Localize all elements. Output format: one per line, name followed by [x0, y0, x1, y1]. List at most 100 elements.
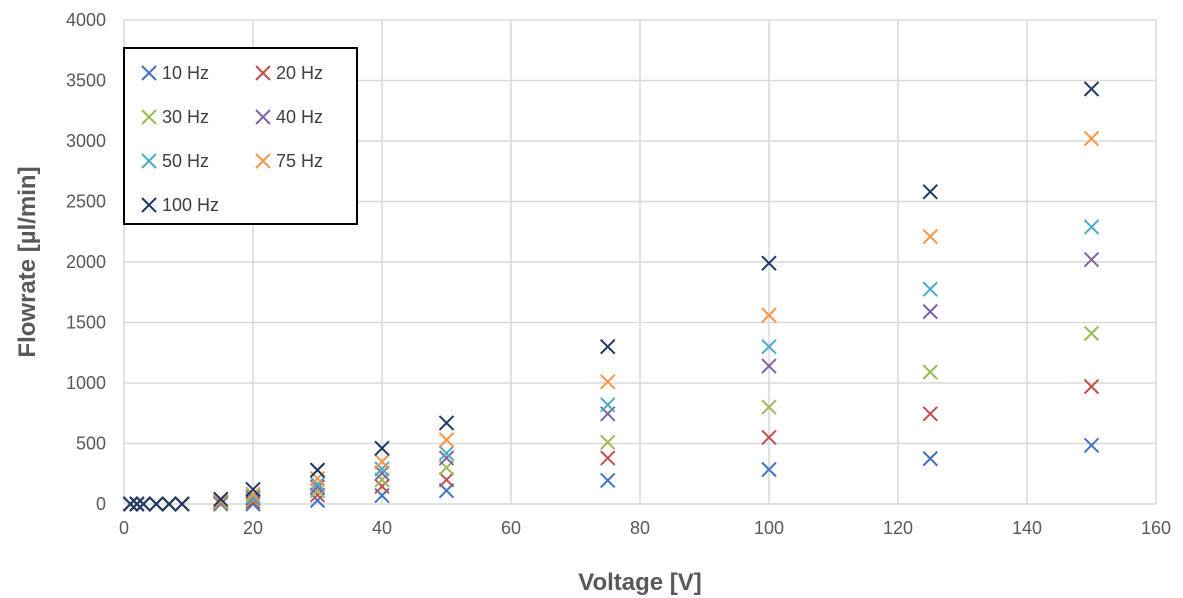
- x-tick-label: 60: [501, 518, 521, 538]
- data-point: [374, 461, 390, 477]
- x-tick-label: 120: [883, 518, 913, 538]
- y-tick-label: 1000: [66, 373, 106, 393]
- data-point: [309, 476, 326, 492]
- data-point: [1083, 219, 1100, 235]
- data-point: [438, 415, 455, 431]
- data-point: [213, 491, 229, 507]
- legend-label: 10 Hz: [162, 63, 209, 83]
- data-point: [374, 453, 390, 470]
- legend-label: 20 Hz: [276, 63, 323, 83]
- data-point: [309, 482, 326, 499]
- legend-label: 40 Hz: [276, 107, 323, 127]
- legend-item: 10 Hz: [141, 63, 209, 83]
- legend-marker: [255, 109, 271, 125]
- y-tick-label: 3500: [66, 71, 106, 91]
- data-point: [161, 496, 177, 512]
- data-point: [922, 364, 938, 380]
- series-100-hz: [122, 81, 1100, 512]
- data-points: [122, 81, 1100, 512]
- y-tick-label: 1500: [66, 313, 106, 333]
- legend-marker: [141, 109, 157, 125]
- data-point: [761, 429, 777, 446]
- data-point: [922, 450, 938, 467]
- data-point: [438, 432, 455, 448]
- data-point: [922, 228, 938, 245]
- data-point: [309, 462, 326, 478]
- data-point: [1083, 437, 1100, 454]
- data-point: [761, 358, 777, 374]
- legend-item: 50 Hz: [141, 151, 209, 171]
- legend-marker: [141, 65, 157, 81]
- data-point: [922, 184, 938, 200]
- data-point: [1083, 251, 1100, 268]
- legend-box: [123, 47, 358, 225]
- y-tick-label: 0: [96, 494, 106, 514]
- data-point: [245, 493, 261, 510]
- gridlines: [123, 19, 1157, 505]
- legend-label: 50 Hz: [162, 151, 209, 171]
- data-point: [122, 496, 139, 512]
- x-axis-title: Voltage [V]: [578, 569, 702, 596]
- data-point: [1083, 81, 1100, 97]
- legend-item: 75 Hz: [255, 151, 323, 171]
- data-point: [245, 489, 261, 505]
- x-tick-label: 100: [754, 518, 784, 538]
- y-tick-label: 4000: [66, 10, 106, 30]
- data-point: [922, 281, 938, 297]
- data-point: [600, 450, 616, 466]
- x-tick-labels: 0 20 40 60 80 100 120 140 160: [119, 518, 1171, 538]
- data-point: [761, 338, 777, 355]
- x-tick-label: 80: [630, 518, 650, 538]
- data-point: [245, 486, 261, 503]
- legend-marker: [141, 197, 157, 213]
- data-point: [129, 496, 145, 512]
- y-tick-label: 500: [76, 434, 106, 454]
- data-point: [245, 481, 261, 498]
- data-point: [438, 482, 455, 499]
- y-tick-label: 3000: [66, 131, 106, 151]
- series-40-hz: [122, 251, 1100, 512]
- data-point: [374, 465, 390, 481]
- legend-item: 30 Hz: [141, 107, 209, 127]
- legend-label: 75 Hz: [276, 151, 323, 171]
- data-point: [1083, 130, 1100, 147]
- data-point: [135, 496, 152, 512]
- data-point: [438, 472, 455, 488]
- data-point: [1083, 325, 1100, 342]
- legend-label: 100 Hz: [162, 195, 219, 215]
- x-tick-label: 0: [119, 518, 129, 538]
- legend-item: 40 Hz: [255, 107, 323, 127]
- data-point: [761, 307, 777, 323]
- data-point: [600, 397, 616, 413]
- data-point: [761, 255, 777, 271]
- data-point: [922, 406, 938, 422]
- data-point: [148, 496, 164, 512]
- series-10-hz: [122, 437, 1100, 512]
- y-tick-labels: 0 500 1000 1500 2000 2500 3000 3500 4000: [66, 10, 106, 514]
- legend-label: 30 Hz: [162, 107, 209, 127]
- data-point: [600, 434, 616, 450]
- legend-item: 20 Hz: [255, 63, 323, 83]
- data-point: [374, 440, 390, 457]
- data-point: [174, 496, 190, 512]
- x-tick-label: 160: [1141, 518, 1171, 538]
- data-point: [374, 478, 390, 495]
- x-tick-label: 140: [1012, 518, 1042, 538]
- legend-marker: [255, 65, 271, 81]
- data-point: [374, 472, 390, 488]
- data-point: [309, 487, 326, 503]
- legend: 10 Hz 20 Hz 30 Hz 40 Hz 50 Hz 75 Hz 100 Hz: [123, 47, 358, 225]
- legend-marker: [255, 153, 271, 169]
- legend-marker: [141, 153, 157, 169]
- y-axis-title: Flowrate [µl/min]: [14, 166, 41, 357]
- data-point: [761, 399, 777, 415]
- data-point: [600, 472, 616, 489]
- y-tick-label: 2500: [66, 192, 106, 212]
- x-tick-label: 20: [243, 518, 263, 538]
- data-point: [600, 374, 616, 390]
- data-point: [438, 450, 455, 466]
- legend-item: 100 Hz: [141, 195, 219, 215]
- y-tick-label: 2000: [66, 252, 106, 272]
